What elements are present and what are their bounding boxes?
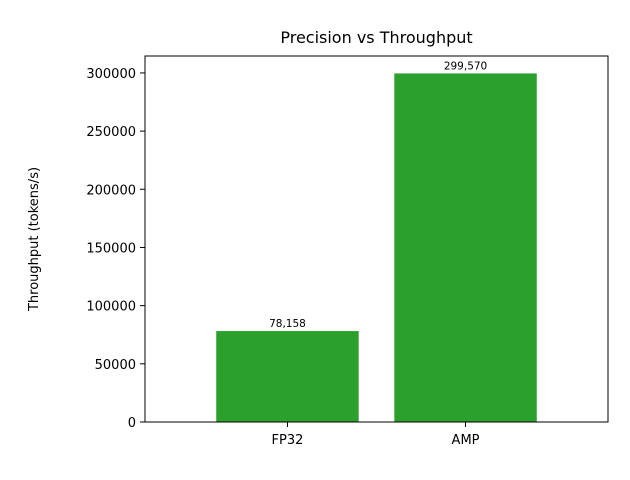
y-tick-label: 150000 [86,241,136,256]
y-tick-label: 200000 [86,183,136,198]
x-tick-label: FP32 [272,433,304,448]
bars-group [216,73,537,422]
y-tick-label: 300000 [86,67,136,82]
data-labels-group: 78,158 299,570 [269,60,487,330]
y-tick-label: 250000 [86,125,136,140]
data-label-fp32: 78,158 [269,318,306,330]
bar-amp [394,73,537,422]
y-tick-label: 100000 [86,300,136,315]
x-axis: FP32 AMP [272,422,480,448]
y-tick-label: 0 [128,416,136,431]
y-axis: 0 50000 100000 150000 200000 250000 300000 [86,67,145,431]
plot-area-frame [144,55,609,423]
x-tick-label: AMP [452,433,480,448]
bar-fp32 [216,331,359,422]
chart-title: Precision vs Throughput [280,28,472,47]
y-axis-label: Throughput (tokens/s) [27,167,42,312]
data-label-amp: 299,570 [444,60,487,72]
y-tick-label: 50000 [95,358,136,373]
